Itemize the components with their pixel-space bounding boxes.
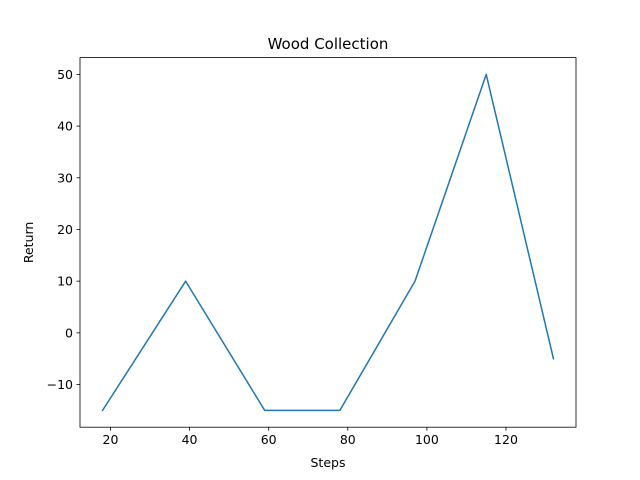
x-tick-label: 120 (494, 432, 518, 447)
y-tick-label: 30 (57, 170, 73, 185)
x-tick-label: 20 (103, 432, 119, 447)
y-axis-ticks: −10 0 10 20 30 40 50 (47, 67, 80, 392)
x-axis-label: Steps (311, 455, 346, 470)
axes-frame (79, 57, 577, 428)
x-axis-ticks: 20 40 60 80 100 120 (103, 427, 518, 447)
y-tick-label: 0 (65, 325, 73, 340)
series-layer (101, 73, 555, 412)
x-tick-label: 100 (415, 432, 439, 447)
y-tick-label: 10 (57, 274, 73, 289)
chart-title: Wood Collection (268, 35, 389, 53)
x-tick-label: 60 (261, 432, 277, 447)
y-tick-label: −10 (47, 377, 73, 392)
y-tick-label: 40 (57, 119, 73, 134)
x-tick-label: 40 (182, 432, 198, 447)
x-tick-label: 80 (340, 432, 356, 447)
series-line (101, 73, 555, 412)
y-tick-label: 50 (57, 67, 73, 82)
y-tick-label: 20 (57, 222, 73, 237)
y-axis-label: Return (21, 222, 36, 263)
